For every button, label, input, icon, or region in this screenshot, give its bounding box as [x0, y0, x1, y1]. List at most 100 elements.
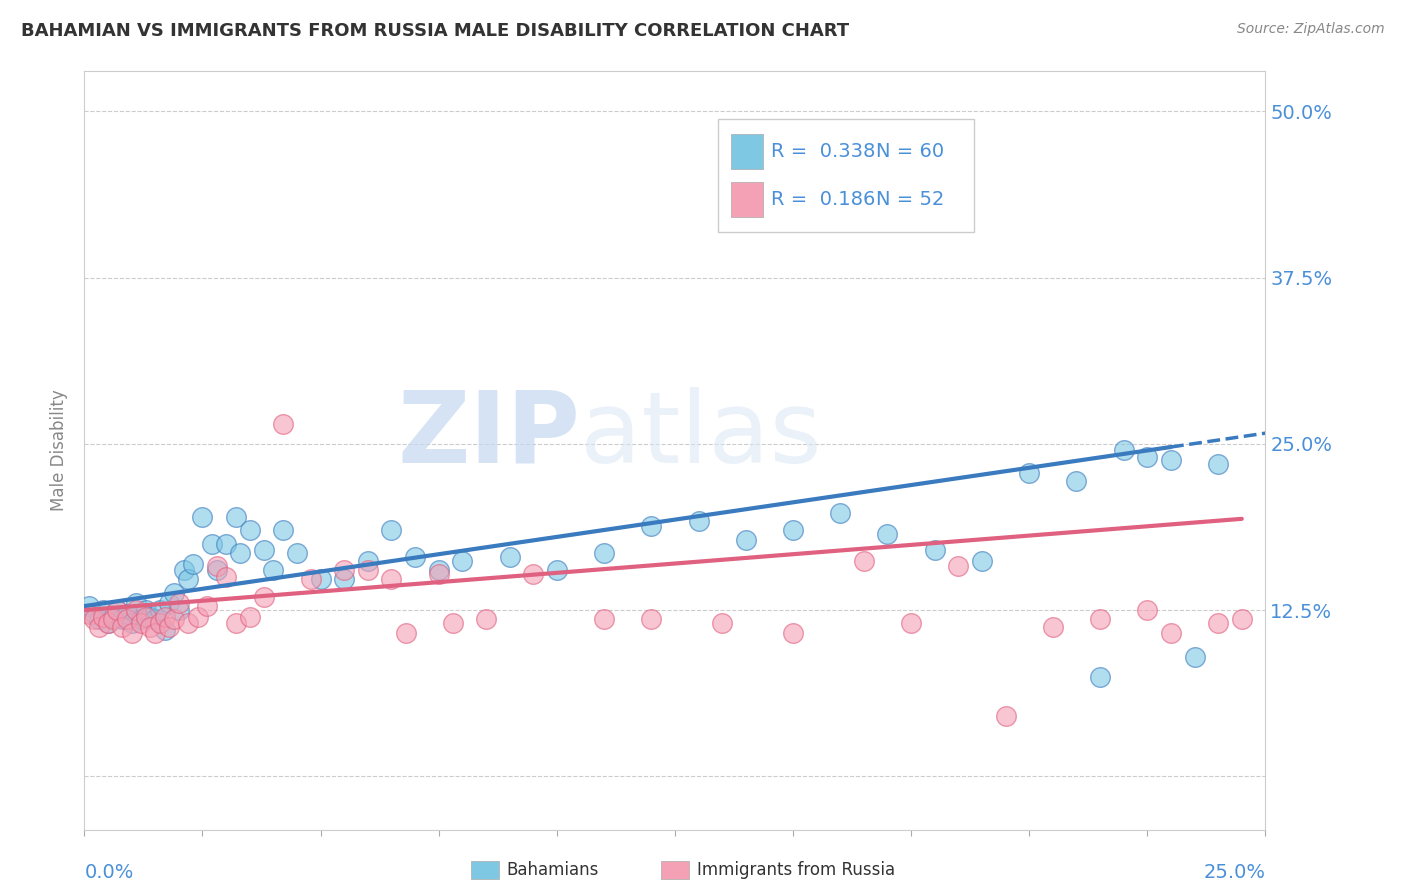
- Point: [1136, 450, 1159, 464]
- Point: [191, 510, 214, 524]
- Text: N = 52: N = 52: [876, 190, 945, 210]
- Point: [711, 616, 734, 631]
- Point: [83, 612, 105, 626]
- Point: [125, 596, 148, 610]
- Text: Bahamians: Bahamians: [506, 861, 599, 879]
- Point: [129, 612, 152, 626]
- Text: Immigrants from Russia: Immigrants from Russia: [697, 861, 896, 879]
- Point: [201, 536, 224, 550]
- Point: [125, 603, 148, 617]
- Point: [77, 607, 100, 621]
- Text: BAHAMIAN VS IMMIGRANTS FROM RUSSIA MALE DISABILITY CORRELATION CHART: BAHAMIAN VS IMMIGRANTS FROM RUSSIA MALE …: [21, 22, 849, 40]
- Text: 25.0%: 25.0%: [1204, 863, 1265, 882]
- Point: [107, 603, 129, 617]
- Point: [640, 612, 662, 626]
- Point: [225, 510, 247, 524]
- Point: [852, 554, 875, 568]
- Point: [271, 417, 294, 431]
- Point: [271, 523, 294, 537]
- Point: [830, 506, 852, 520]
- Point: [1160, 625, 1182, 640]
- Point: [522, 567, 544, 582]
- Point: [97, 616, 120, 631]
- Point: [404, 549, 426, 564]
- Point: [1112, 443, 1135, 458]
- Point: [253, 543, 276, 558]
- Point: [253, 590, 276, 604]
- Text: atlas: atlas: [581, 387, 823, 483]
- Point: [285, 546, 308, 560]
- Point: [380, 523, 402, 537]
- Text: ZIP: ZIP: [398, 387, 581, 483]
- Point: [101, 609, 124, 624]
- Point: [157, 620, 180, 634]
- Text: N = 60: N = 60: [876, 142, 943, 161]
- Point: [1206, 457, 1229, 471]
- Point: [129, 616, 152, 631]
- Point: [593, 546, 616, 560]
- Point: [215, 570, 238, 584]
- Point: [1136, 603, 1159, 617]
- Point: [187, 609, 209, 624]
- Point: [876, 527, 898, 541]
- Point: [115, 612, 138, 626]
- Point: [782, 625, 804, 640]
- Point: [149, 603, 172, 617]
- Point: [163, 586, 186, 600]
- Point: [394, 625, 416, 640]
- Point: [239, 609, 262, 624]
- Point: [1230, 612, 1253, 626]
- Point: [441, 616, 464, 631]
- Point: [427, 567, 450, 582]
- Point: [139, 609, 162, 624]
- Point: [205, 563, 228, 577]
- Point: [475, 612, 498, 626]
- Point: [135, 603, 157, 617]
- Point: [135, 609, 157, 624]
- Point: [91, 603, 114, 617]
- Point: [688, 514, 710, 528]
- Point: [994, 709, 1017, 723]
- Point: [782, 523, 804, 537]
- Point: [309, 573, 332, 587]
- Point: [900, 616, 922, 631]
- Point: [195, 599, 218, 613]
- Point: [924, 543, 946, 558]
- Point: [173, 563, 195, 577]
- Point: [1066, 474, 1088, 488]
- Point: [299, 573, 322, 587]
- Point: [115, 607, 138, 621]
- Text: R =  0.186: R = 0.186: [770, 190, 875, 210]
- Point: [215, 536, 238, 550]
- Point: [177, 573, 200, 587]
- Point: [1088, 612, 1111, 626]
- Point: [181, 557, 204, 571]
- Point: [177, 616, 200, 631]
- Point: [333, 563, 356, 577]
- Point: [1206, 616, 1229, 631]
- Point: [111, 620, 134, 634]
- Point: [451, 554, 474, 568]
- Text: R =  0.338: R = 0.338: [770, 142, 875, 161]
- Y-axis label: Male Disability: Male Disability: [51, 390, 69, 511]
- Point: [111, 612, 134, 626]
- Point: [229, 546, 252, 560]
- Point: [87, 620, 110, 634]
- Point: [1088, 670, 1111, 684]
- Point: [167, 596, 190, 610]
- Point: [97, 616, 120, 631]
- Point: [143, 625, 166, 640]
- Point: [163, 612, 186, 626]
- Point: [157, 596, 180, 610]
- Point: [593, 612, 616, 626]
- Point: [107, 603, 129, 617]
- Point: [640, 519, 662, 533]
- Point: [139, 620, 162, 634]
- Point: [149, 616, 172, 631]
- Point: [333, 573, 356, 587]
- Point: [153, 609, 176, 624]
- Point: [357, 554, 380, 568]
- Point: [1042, 620, 1064, 634]
- Point: [167, 603, 190, 617]
- Point: [1160, 452, 1182, 467]
